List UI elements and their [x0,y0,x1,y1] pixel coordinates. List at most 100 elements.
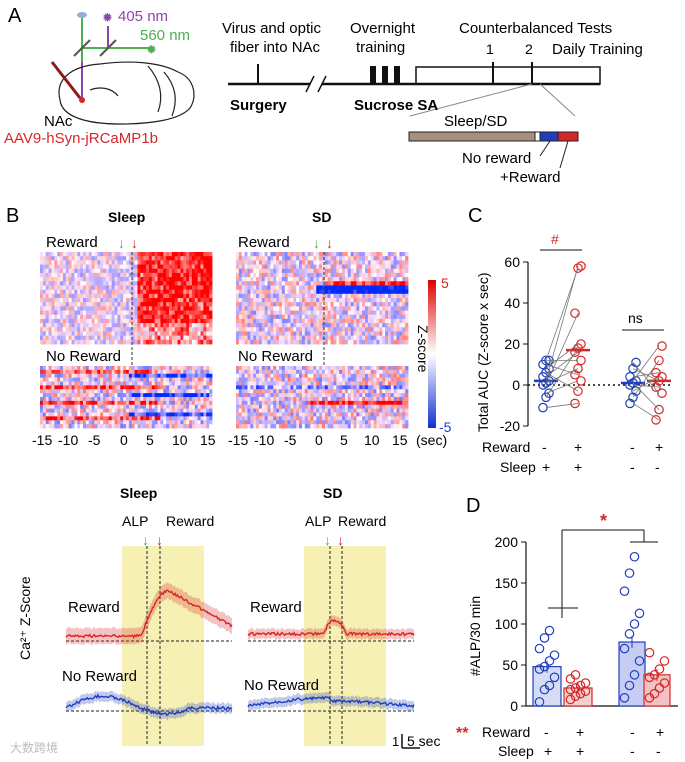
heatmap-cell [238,272,243,278]
heatmap-cell [48,256,52,261]
heatmap-cell [85,298,90,303]
alp-y-label: #ALP/30 min [467,596,483,676]
heatmap-cell [382,281,386,286]
heatmap-cell [194,256,199,261]
heatmap-cell [65,323,70,328]
heatmap-cell [40,260,44,265]
heatmap-cell [108,335,113,341]
heatmap-cell [191,377,196,382]
alp-point [659,678,670,688]
heatmap-cell [203,373,207,379]
heatmap-cell [77,339,81,345]
heatmap-cell [376,264,380,270]
heatmap-cell [256,293,260,299]
heatmap-cell [307,256,311,261]
heatmap-cell [393,323,397,328]
heatmap-cell [385,416,389,421]
heatmap-cell [256,424,260,429]
heatmap-cell [301,339,306,345]
heatmap-cell [336,285,340,291]
heatmap-cell [367,393,372,398]
heatmap-cell [203,256,207,261]
heatmap-cell [40,424,44,429]
heatmap-cell [301,393,306,398]
heatmap-cell [143,281,147,286]
heatmap-cell [402,323,406,328]
heatmap-cell [88,293,92,299]
heatmap-cell [80,289,84,295]
heatmap-cell [281,260,286,265]
heatmap-cell [279,277,283,282]
heatmap-cell [103,323,107,328]
heatmap-cell [256,260,260,265]
heatmap-cell [65,260,70,265]
heatmap-cell [287,252,291,257]
heatmap-cell [68,408,72,413]
heatmap-cell [131,400,135,406]
heatmap-cell [169,369,173,375]
heatmap-cell [83,256,87,261]
heatmap-cell [359,400,363,406]
heatmap-cell [68,289,72,295]
heatmap-cell [65,318,70,324]
heatmap-cell [256,323,260,328]
auc-point [570,369,580,380]
heatmap-cell [157,366,161,371]
heatmap-cell [154,268,158,274]
heatmap-cell [88,302,92,307]
heatmap-cell [134,314,138,320]
heatmap-cell [45,393,49,398]
heatmap-cell [287,404,291,410]
heatmap-cell [131,412,135,417]
heatmap-cell [45,318,49,324]
heatmap-cell [310,331,314,337]
heatmap-cell [376,389,380,394]
heatmap-cell [241,424,245,429]
heatmap-cell [97,289,101,295]
heatmap-cell [301,420,306,425]
heatmap-cell [48,366,52,371]
heatmap-cell [359,397,363,402]
heatmap-cell [83,424,87,429]
auc-pair-line [545,351,579,378]
heatmap-cell [379,302,383,307]
heatmap-cell [250,416,254,421]
heatmap-cell [57,268,61,274]
heatmap-cell [256,310,260,316]
heatmap-cell [48,331,52,337]
heatmap-cell [342,277,346,282]
heatmap-cell [45,264,49,270]
heatmap-cell [62,327,67,332]
heatmap-cell [293,293,297,299]
heatmap-cell [57,293,61,299]
heatmap-cell [270,420,274,425]
heatmap-cell [97,277,101,282]
heatmap-cell [51,281,55,286]
heatmap-cell [151,289,156,295]
heatmap-cell [126,397,130,402]
heatmap-cell [62,302,67,307]
heatmap-cell [359,281,363,286]
heatmap-cell [200,373,204,379]
heatmap-cell [322,369,326,375]
heatmap-cell [189,281,193,286]
heatmap-cell [157,377,161,382]
heatmap-cell [293,314,297,320]
heatmap-cell [200,268,204,274]
heatmap-cell [319,339,323,345]
heatmap-cell [48,264,52,270]
heatmap-cell [316,306,320,311]
heatmap-cell [100,369,104,375]
heatmap-cell [134,404,138,410]
heatmap-cell [126,281,130,286]
heatmap-cell [128,285,133,291]
heatmap-cell [169,420,173,425]
heatmap-cell [350,416,354,421]
heatmap-cell [370,264,374,270]
heatmap-cell [137,397,141,402]
heatmap-cell [319,289,323,295]
heatmap-cell [154,310,158,316]
heatmap-cell [154,400,158,406]
heatmap-cell [123,293,127,299]
heatmap-cell [405,416,409,421]
